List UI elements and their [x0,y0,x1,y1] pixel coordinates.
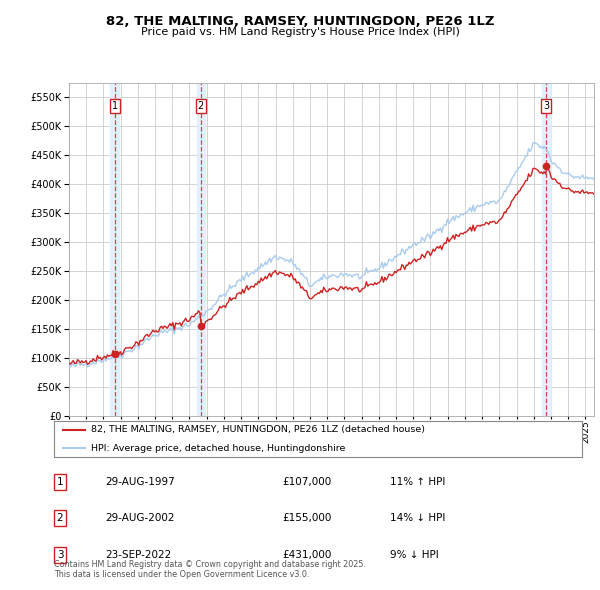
Text: 29-AUG-2002: 29-AUG-2002 [105,513,175,523]
Bar [197,83,205,416]
Text: 14% ↓ HPI: 14% ↓ HPI [390,513,445,523]
Text: 1: 1 [112,101,118,111]
Text: £107,000: £107,000 [282,477,331,487]
Text: Contains HM Land Registry data © Crown copyright and database right 2025.
This d: Contains HM Land Registry data © Crown c… [54,560,366,579]
Text: 82, THE MALTING, RAMSEY, HUNTINGDON, PE26 1LZ (detached house): 82, THE MALTING, RAMSEY, HUNTINGDON, PE2… [91,425,425,434]
Text: £431,000: £431,000 [282,550,331,560]
Text: 9% ↓ HPI: 9% ↓ HPI [390,550,439,560]
Text: 23-SEP-2022: 23-SEP-2022 [105,550,171,560]
Text: 2: 2 [56,513,64,523]
Text: HPI: Average price, detached house, Huntingdonshire: HPI: Average price, detached house, Hunt… [91,444,346,453]
Bar [110,83,119,416]
Text: 11% ↑ HPI: 11% ↑ HPI [390,477,445,487]
Text: 2: 2 [198,101,204,111]
Text: 82, THE MALTING, RAMSEY, HUNTINGDON, PE26 1LZ: 82, THE MALTING, RAMSEY, HUNTINGDON, PE2… [106,15,494,28]
Text: 1: 1 [56,477,64,487]
Text: 3: 3 [543,101,550,111]
Text: Price paid vs. HM Land Registry's House Price Index (HPI): Price paid vs. HM Land Registry's House … [140,27,460,37]
Text: £155,000: £155,000 [282,513,331,523]
Text: 29-AUG-1997: 29-AUG-1997 [105,477,175,487]
Text: 3: 3 [56,550,64,560]
Bar [542,83,551,416]
